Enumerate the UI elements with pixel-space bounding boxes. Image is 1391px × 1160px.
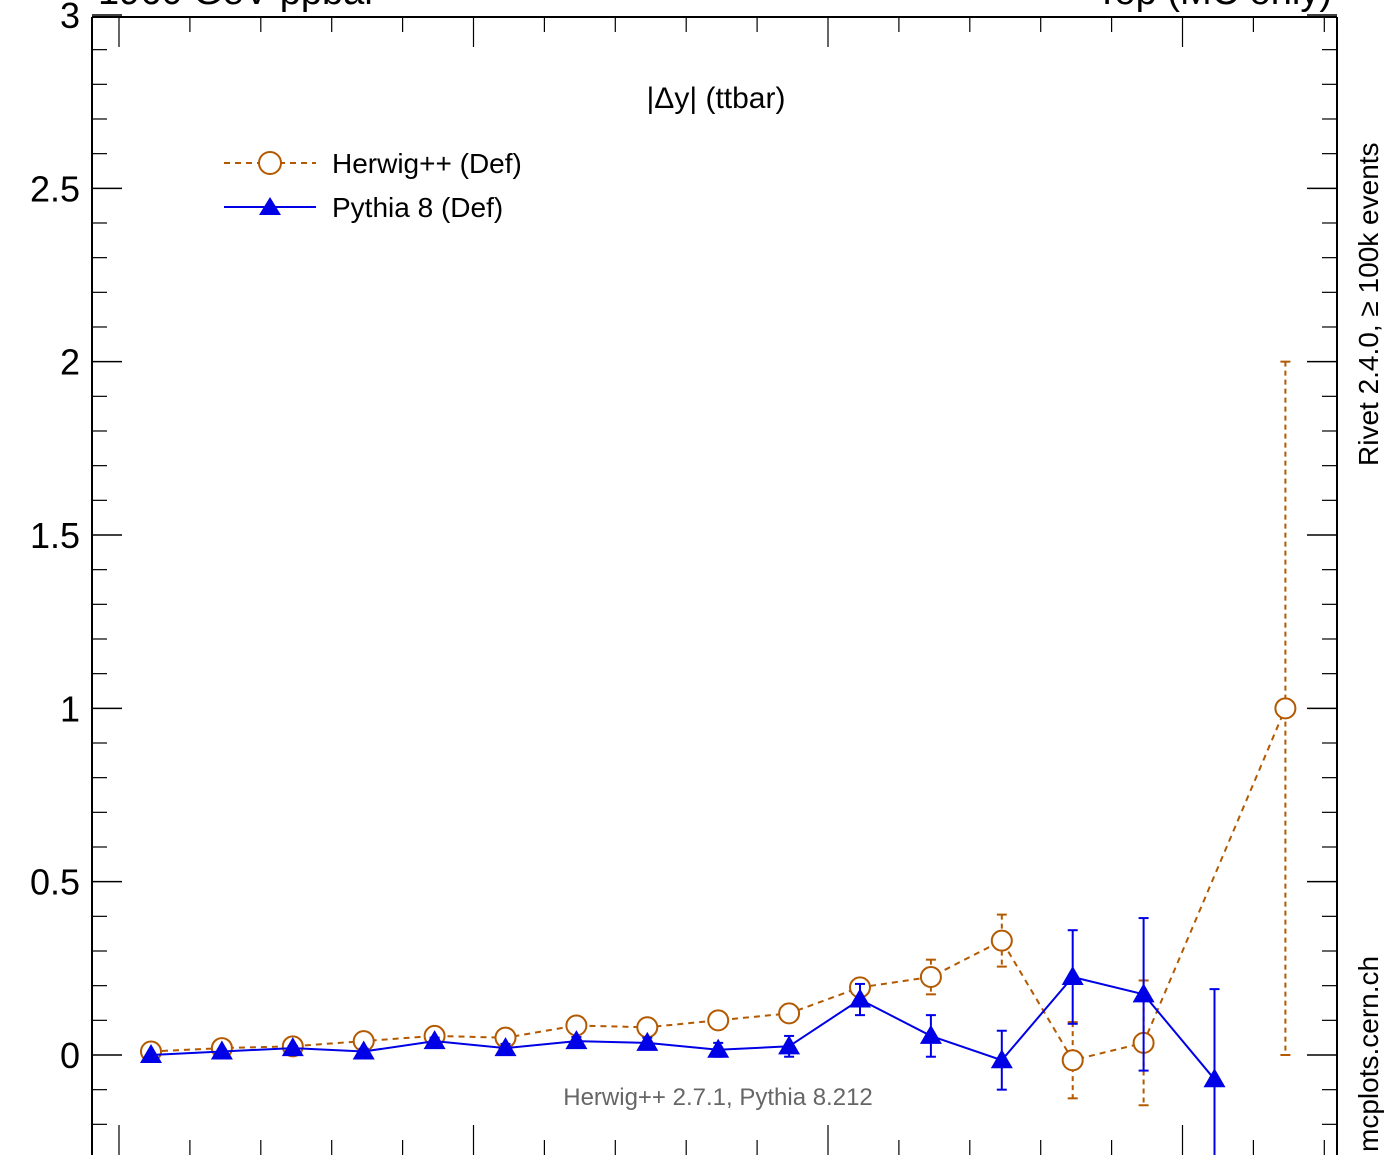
legend: Herwig++ (Def) Pythia 8 (Def): [224, 148, 522, 223]
y-tick-label: 2: [60, 342, 80, 383]
data-point: [708, 1010, 728, 1030]
y-tick-label: 0: [60, 1035, 80, 1076]
data-point: [920, 1025, 942, 1044]
side-label-mcplots: mcplots.cern.ch: [1353, 956, 1384, 1152]
data-point: [778, 1035, 800, 1054]
y-tick-label: 2.5: [30, 168, 80, 209]
series-line-0: [151, 708, 1285, 1060]
footer-note: Herwig++ 2.7.1, Pythia 8.212: [563, 1084, 873, 1111]
legend-pythia-label: Pythia 8 (Def): [332, 192, 503, 223]
y-tick-label: 1.5: [30, 515, 80, 556]
series-line-1: [151, 977, 1215, 1079]
data-point: [1275, 698, 1295, 718]
legend-herwig-label: Herwig++ (Def): [332, 148, 522, 179]
data-point: [779, 1003, 799, 1023]
side-label-rivet: Rivet 2.4.0, ≥ 100k events: [1353, 142, 1384, 466]
header-right-label: Top (MC only): [1096, 0, 1333, 13]
data-point: [921, 967, 941, 987]
y-tick-label: 1: [60, 688, 80, 729]
axes-layer: 0 0.5 1 1.5 2 2.5 3: [30, 0, 1337, 1155]
y-tick-label: 0.5: [30, 862, 80, 903]
data-point: [1063, 1050, 1083, 1070]
legend-pythia-marker: [224, 197, 316, 215]
data-point: [1062, 966, 1084, 985]
data-point: [992, 931, 1012, 951]
chart-title: |Δy| (ttbar): [647, 82, 786, 115]
y-tick-label: 3: [60, 0, 80, 36]
legend-herwig-marker: [224, 152, 316, 174]
data-layer: [140, 362, 1295, 1155]
header-left-label: 1960 GeV ppbar: [98, 0, 377, 13]
